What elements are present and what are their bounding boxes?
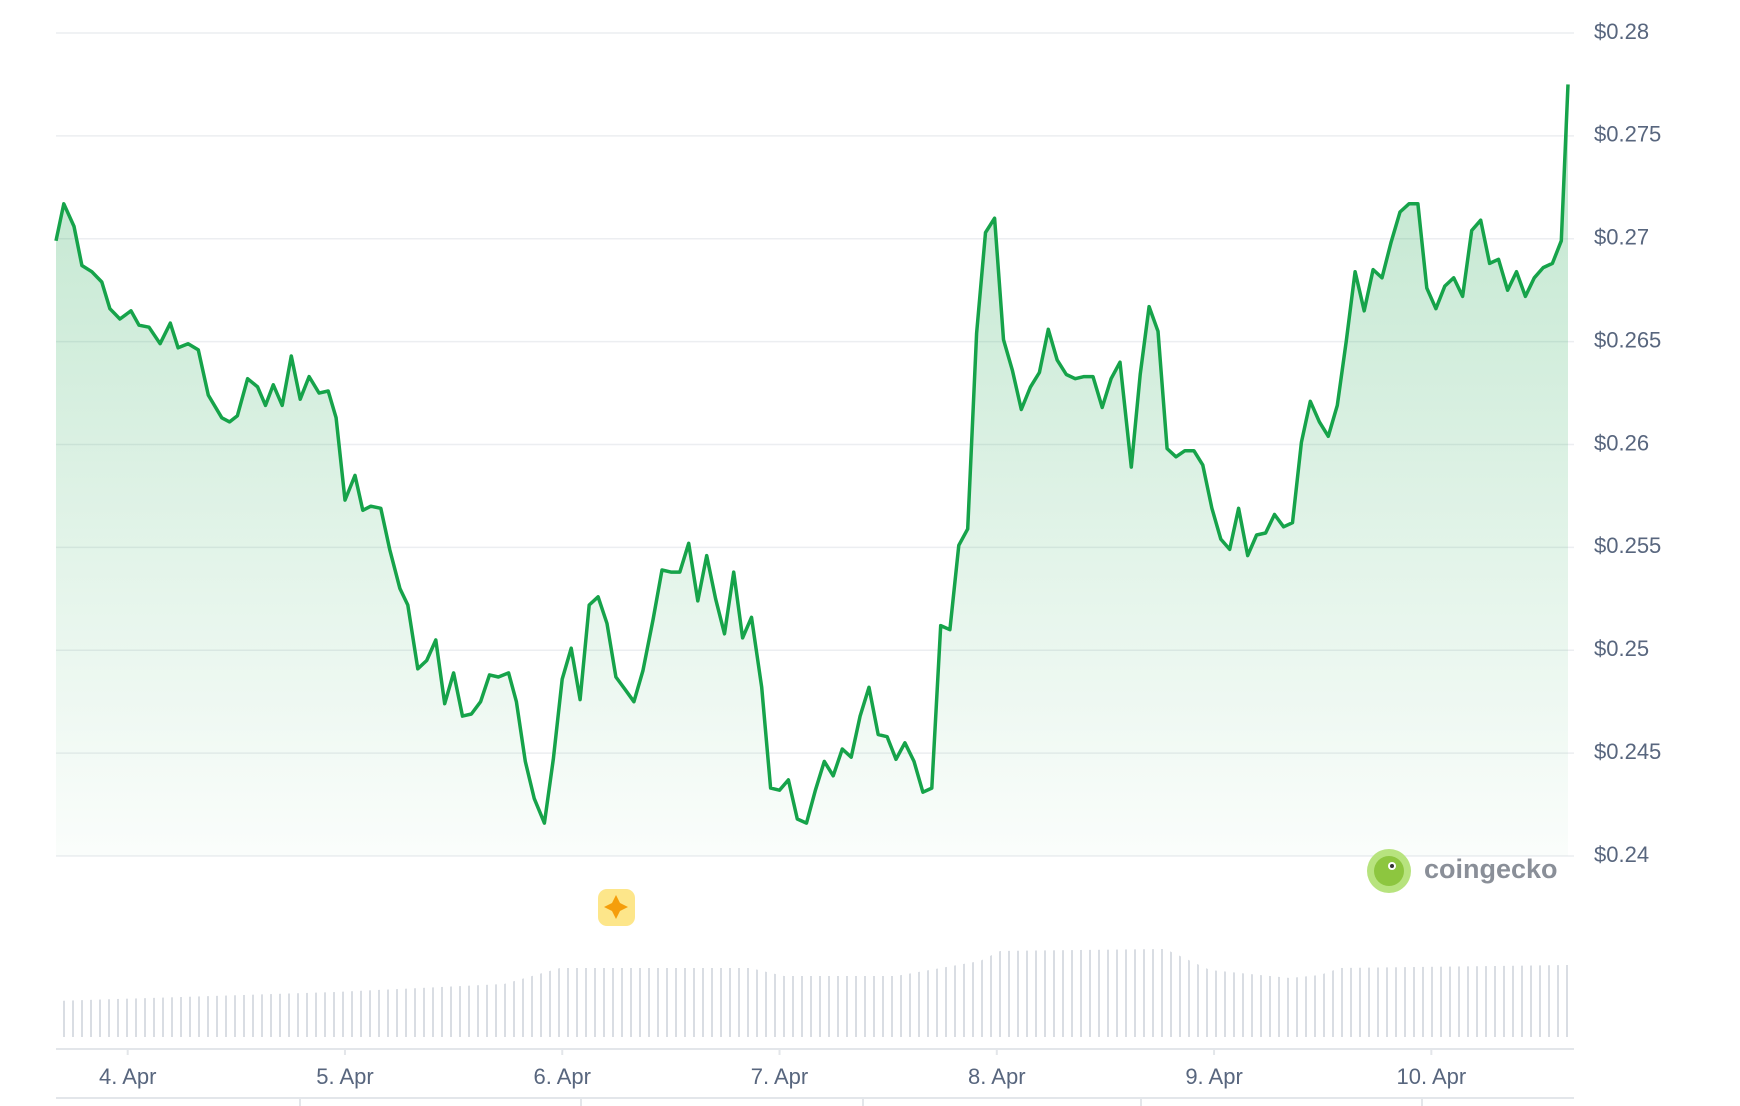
y-tick-label: $0.27 [1594,225,1649,250]
x-tick-label: 10. Apr [1396,1064,1466,1089]
event-badge [598,889,635,926]
price-area [56,84,1568,856]
x-tick-label: 7. Apr [751,1064,808,1089]
x-tick-label: 6. Apr [534,1064,591,1089]
coingecko-logo [1367,849,1411,893]
strip-dividers [299,1098,1423,1106]
y-tick-label: $0.275 [1594,122,1661,147]
x-tick-label: 4. Apr [99,1064,156,1089]
y-tick-label: $0.265 [1594,327,1661,352]
y-tick-label: $0.255 [1594,533,1661,558]
y-tick-label: $0.245 [1594,739,1661,764]
x-tick-label: 8. Apr [968,1064,1025,1089]
y-tick-label: $0.24 [1594,842,1649,867]
y-tick-label: $0.25 [1594,636,1649,661]
watermark: coingecko [1424,854,1558,884]
volume-bars [56,949,1568,1037]
x-tick-label: 9. Apr [1185,1064,1242,1089]
x-tick-label: 5. Apr [316,1064,373,1089]
y-tick-label: $0.26 [1594,430,1649,455]
price-line [54,84,1570,825]
y-tick-label: $0.28 [1594,19,1649,44]
